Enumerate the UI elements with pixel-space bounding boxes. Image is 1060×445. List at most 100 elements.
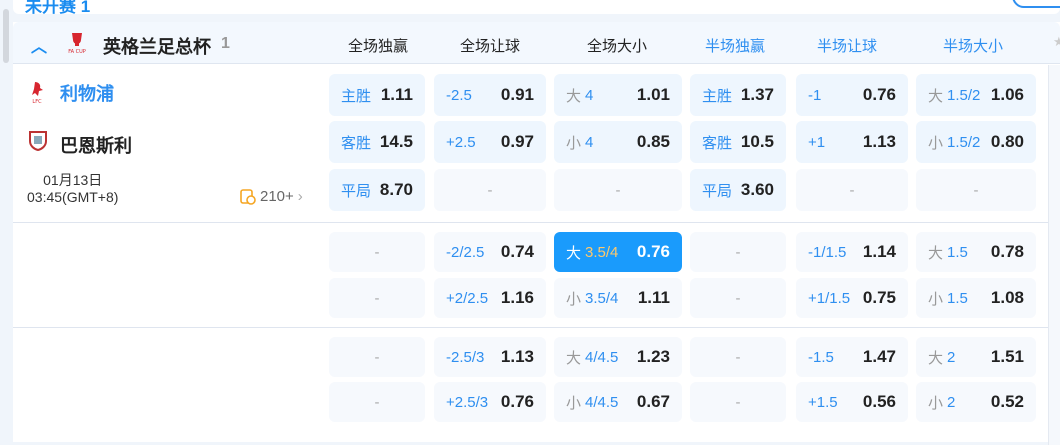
odds-value: 0.78: [990, 242, 1024, 261]
markets-icon: [240, 188, 256, 205]
more-markets-count: 210+: [260, 188, 294, 205]
odds-cell[interactable]: 平局 8.70: [329, 169, 425, 211]
empty-dash: -: [735, 393, 741, 411]
odds-line: 4/4.5: [585, 348, 619, 366]
empty-dash: -: [615, 181, 621, 199]
odds-cell[interactable]: 客胜 14.5: [329, 121, 425, 163]
column-header: 全场让球: [459, 38, 521, 55]
empty-dash: -: [735, 289, 741, 307]
odds-cell[interactable]: +2.5/3 0.76: [434, 382, 546, 422]
odds-cell[interactable]: 小 4 0.85: [554, 121, 682, 163]
away-team-name[interactable]: 巴恩斯利: [60, 136, 132, 156]
odds-line: +1: [808, 133, 826, 151]
odds-value: 14.5: [379, 132, 413, 151]
odds-direction: 大: [928, 87, 944, 105]
match-datetime: 01月13日 03:45(GMT+8): [27, 172, 118, 206]
odds-cell[interactable]: +1 1.13: [796, 121, 908, 163]
pin-icon[interactable]: ★: [1053, 34, 1060, 49]
odds-cell[interactable]: 客胜 10.5: [690, 121, 786, 163]
odds-cell[interactable]: 小 4/4.5 0.67: [554, 382, 682, 422]
odds-cell[interactable]: 小 3.5/4 1.11: [554, 278, 682, 318]
odds-value: 1.14: [862, 242, 896, 261]
home-team-name[interactable]: 利物浦: [60, 84, 114, 104]
empty-dash: -: [374, 289, 380, 307]
odds-line: -2.5/3: [446, 348, 485, 366]
empty-dash: -: [374, 393, 380, 411]
fa-cup-logo-icon: FA CUP: [68, 33, 86, 55]
odds-line: -2/2.5: [446, 243, 485, 261]
odds-cell[interactable]: 大 1.5 0.78: [916, 232, 1036, 272]
odds-cell[interactable]: 大 3.5/4 0.76: [554, 232, 682, 272]
odds-cell[interactable]: 小 1.5/2 0.80: [916, 121, 1036, 163]
odds-cell[interactable]: -1/1.5 1.14: [796, 232, 908, 272]
odds-cell-empty: -: [916, 169, 1036, 211]
odds-line: 平局: [341, 182, 372, 200]
odds-cell-empty: -: [329, 232, 425, 272]
odds-value: 0.76: [636, 242, 670, 261]
odds-line: +1/1.5: [808, 289, 851, 307]
odds-cell[interactable]: +1/1.5 0.75: [796, 278, 908, 318]
odds-line: -1.5: [808, 348, 834, 366]
odds-cell[interactable]: 大 4/4.5 1.23: [554, 337, 682, 377]
odds-cell-empty: -: [329, 278, 425, 318]
odds-cell-empty: -: [690, 278, 786, 318]
odds-cell[interactable]: 主胜 1.37: [690, 74, 786, 116]
more-markets-link[interactable]: 210+ ›: [240, 188, 303, 205]
odds-cell[interactable]: 大 1.5/2 1.06: [916, 74, 1036, 116]
column-header: 半场大小: [942, 38, 1004, 55]
status-tab-card: [13, 0, 1060, 14]
odds-value: 1.16: [500, 288, 534, 307]
odds-line: 主胜: [341, 87, 372, 105]
odds-value: 0.76: [500, 392, 534, 411]
status-tab[interactable]: 未开赛 1: [25, 0, 91, 16]
odds-cell-empty: -: [434, 169, 546, 211]
odds-value: 0.80: [990, 132, 1024, 151]
odds-line: 4: [585, 133, 594, 151]
odds-line: 2: [947, 393, 956, 411]
odds-value: 10.5: [740, 132, 774, 151]
column-header: 半场独赢: [704, 38, 766, 55]
odds-cell[interactable]: 小 1.5 1.08: [916, 278, 1036, 318]
odds-value: 0.91: [500, 85, 534, 104]
odds-cell[interactable]: -2.5/3 1.13: [434, 337, 546, 377]
odds-cell[interactable]: -1 0.76: [796, 74, 908, 116]
odds-line: +2/2.5: [446, 289, 489, 307]
odds-cell[interactable]: -2.5 0.91: [434, 74, 546, 116]
odds-value: 0.52: [990, 392, 1024, 411]
odds-cell[interactable]: +2.5 0.97: [434, 121, 546, 163]
odds-line: 1.5/2: [947, 86, 981, 104]
odds-value: 1.08: [990, 288, 1024, 307]
league-header[interactable]: ︿ FA CUP 英格兰足总杯 1 全场独赢 全场让球 全场大小 半场独赢 半场…: [13, 22, 1060, 64]
odds-cell[interactable]: 小 2 0.52: [916, 382, 1036, 422]
odds-direction: 小: [566, 394, 582, 412]
odds-cell[interactable]: -2/2.5 0.74: [434, 232, 546, 272]
odds-direction: 小: [928, 394, 944, 412]
odds-value: 1.13: [862, 132, 896, 151]
odds-direction: 小: [566, 290, 582, 308]
scrollbar[interactable]: [3, 9, 9, 63]
odds-value: 1.47: [862, 347, 896, 366]
chevron-right-icon: ›: [297, 188, 303, 205]
empty-dash: -: [849, 181, 855, 199]
odds-cell[interactable]: +2/2.5 1.16: [434, 278, 546, 318]
odds-direction: 小: [928, 290, 944, 308]
odds-cell-empty: -: [796, 169, 908, 211]
svg-text:FA CUP: FA CUP: [68, 49, 86, 55]
empty-dash: -: [487, 181, 493, 199]
odds-line: -1/1.5: [808, 243, 847, 261]
odds-cell[interactable]: +1.5 0.56: [796, 382, 908, 422]
odds-cell[interactable]: 主胜 1.11: [329, 74, 425, 116]
right-divider: [1048, 65, 1049, 445]
empty-dash: -: [735, 243, 741, 261]
empty-dash: -: [374, 348, 380, 366]
odds-value: 0.74: [500, 242, 534, 261]
odds-line: +2.5: [446, 133, 476, 151]
chevron-up-icon[interactable]: ︿: [31, 39, 48, 56]
odds-cell[interactable]: 大 2 1.51: [916, 337, 1036, 377]
odds-cell[interactable]: -1.5 1.47: [796, 337, 908, 377]
odds-cell[interactable]: 平局 3.60: [690, 169, 786, 211]
top-right-button[interactable]: [1012, 0, 1060, 8]
odds-cell[interactable]: 大 4 1.01: [554, 74, 682, 116]
odds-line: 1.5: [947, 243, 968, 261]
odds-direction: 小: [928, 134, 944, 152]
